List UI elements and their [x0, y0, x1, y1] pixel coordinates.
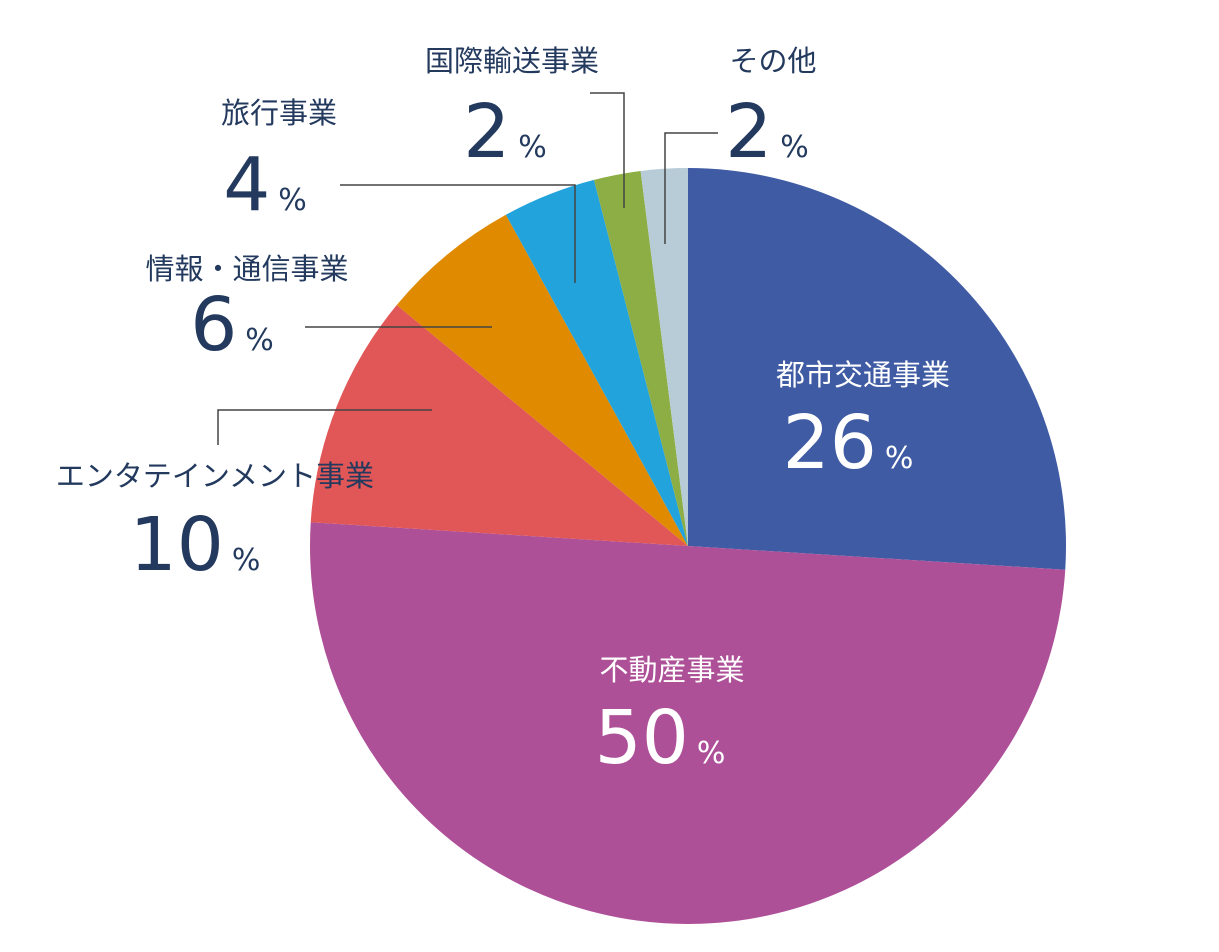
- value-number: 50: [595, 695, 689, 781]
- leader-line: [217, 409, 432, 445]
- pie-slice: [310, 522, 1066, 924]
- leader-line: [664, 132, 718, 244]
- value-unit: %: [278, 183, 307, 218]
- value-unit: %: [518, 130, 547, 165]
- value-number: 26: [783, 400, 877, 486]
- pie-slice: [396, 214, 688, 546]
- category-label: 国際輸送事業: [425, 44, 599, 78]
- value-unit: %: [885, 441, 914, 476]
- pie-slice: [688, 168, 1066, 570]
- value-unit: %: [245, 323, 274, 358]
- leader-line: [590, 92, 625, 208]
- category-label: 不動産事業: [599, 653, 744, 687]
- value-number: 10: [130, 502, 224, 588]
- value-label: 6%: [190, 282, 274, 368]
- value-number: 4: [223, 142, 270, 228]
- pie-slice: [593, 170, 688, 546]
- category-label: その他: [729, 44, 816, 78]
- category-label: 旅行事業: [221, 96, 337, 130]
- pie-slice: [505, 179, 688, 547]
- value-label: 50%: [595, 695, 726, 781]
- value-label: 4%: [223, 142, 307, 228]
- value-number: 2: [725, 89, 772, 175]
- category-label: 都市交通事業: [776, 358, 950, 392]
- value-label: 2%: [463, 89, 547, 175]
- value-number: 2: [463, 89, 510, 175]
- value-unit: %: [780, 130, 809, 165]
- value-label: 10%: [130, 502, 261, 588]
- category-label: エンタテインメント事業: [56, 459, 374, 493]
- category-label: 情報・通信事業: [145, 252, 348, 286]
- value-label: 2%: [725, 89, 809, 175]
- value-label: 26%: [783, 400, 914, 486]
- pie-slice: [310, 305, 688, 546]
- pie-slice: [640, 168, 688, 546]
- value-unit: %: [697, 736, 726, 771]
- leader-line: [340, 184, 576, 283]
- pie: [310, 168, 1066, 924]
- value-number: 6: [190, 282, 237, 368]
- value-unit: %: [232, 543, 261, 578]
